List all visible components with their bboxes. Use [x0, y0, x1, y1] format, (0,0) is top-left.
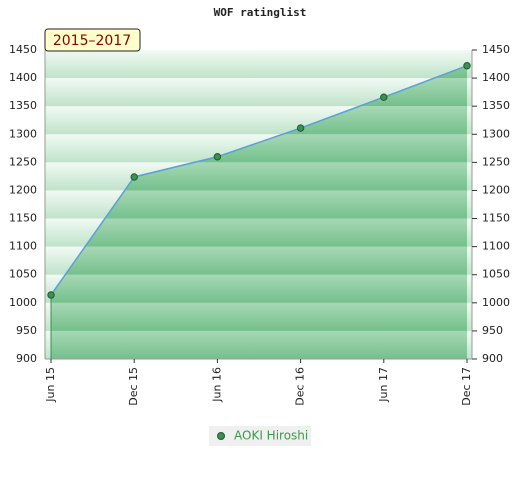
- data-point: [380, 93, 388, 101]
- bg-stripe: [45, 50, 472, 79]
- data-point: [463, 62, 471, 70]
- y-tick-label: 1200: [9, 183, 37, 196]
- x-tick-label: Jun 16: [210, 367, 223, 403]
- data-point: [213, 153, 222, 161]
- y-tick-label: 1250: [9, 155, 37, 168]
- x-tick-label: Jun 17: [377, 367, 390, 403]
- area-stripe: [51, 274, 467, 303]
- legend-marker: [217, 432, 225, 440]
- y-tick-label: 1300: [9, 127, 37, 140]
- y2-tick-label: 1300: [482, 127, 510, 140]
- y-tick-label: 1450: [9, 43, 37, 56]
- chart-title: WOF ratinglist: [214, 6, 307, 19]
- y2-tick-label: 950: [482, 324, 503, 337]
- y2-tick-label: 1350: [482, 99, 510, 112]
- y-tick-label: 1050: [9, 268, 37, 281]
- area-stripe: [51, 246, 467, 275]
- data-point: [130, 173, 138, 181]
- y-tick-label: 1000: [9, 296, 37, 309]
- data-point: [47, 291, 55, 299]
- x-tick-label: Dec 15: [127, 367, 140, 406]
- area-stripe: [51, 218, 467, 247]
- y2-tick-label: 1450: [482, 43, 510, 56]
- legend-label: AOKI Hiroshi: [234, 429, 308, 443]
- y2-tick-label: 1000: [482, 296, 510, 309]
- period-box: [44, 28, 141, 52]
- y2-tick-label: 1100: [482, 240, 510, 253]
- area-stripe: [51, 302, 467, 331]
- y2-tick-label: 1250: [482, 155, 510, 168]
- period-label: 2015–2017: [53, 33, 131, 49]
- y2-tick-label: 1400: [482, 71, 510, 84]
- x-tick-label: Dec 17: [460, 367, 473, 406]
- area-stripe: [51, 330, 467, 359]
- x-tick-label: Jun 15: [44, 367, 57, 403]
- y2-tick-label: 1050: [482, 268, 510, 281]
- y-tick-label: 1100: [9, 240, 37, 253]
- y-tick-label: 950: [16, 324, 37, 337]
- data-point: [296, 124, 305, 132]
- y2-tick-label: 1150: [482, 212, 510, 225]
- x-tick-label: Dec 16: [294, 367, 307, 406]
- y-tick-label: 1150: [9, 212, 37, 225]
- y2-tick-label: 1200: [482, 183, 510, 196]
- y-tick-label: 1350: [9, 99, 37, 112]
- y-tick-label: 1400: [9, 71, 37, 84]
- legend-box: [209, 426, 311, 446]
- y2-tick-label: 900: [482, 352, 503, 365]
- y-tick-label: 900: [16, 352, 37, 365]
- series-line: [50, 65, 468, 296]
